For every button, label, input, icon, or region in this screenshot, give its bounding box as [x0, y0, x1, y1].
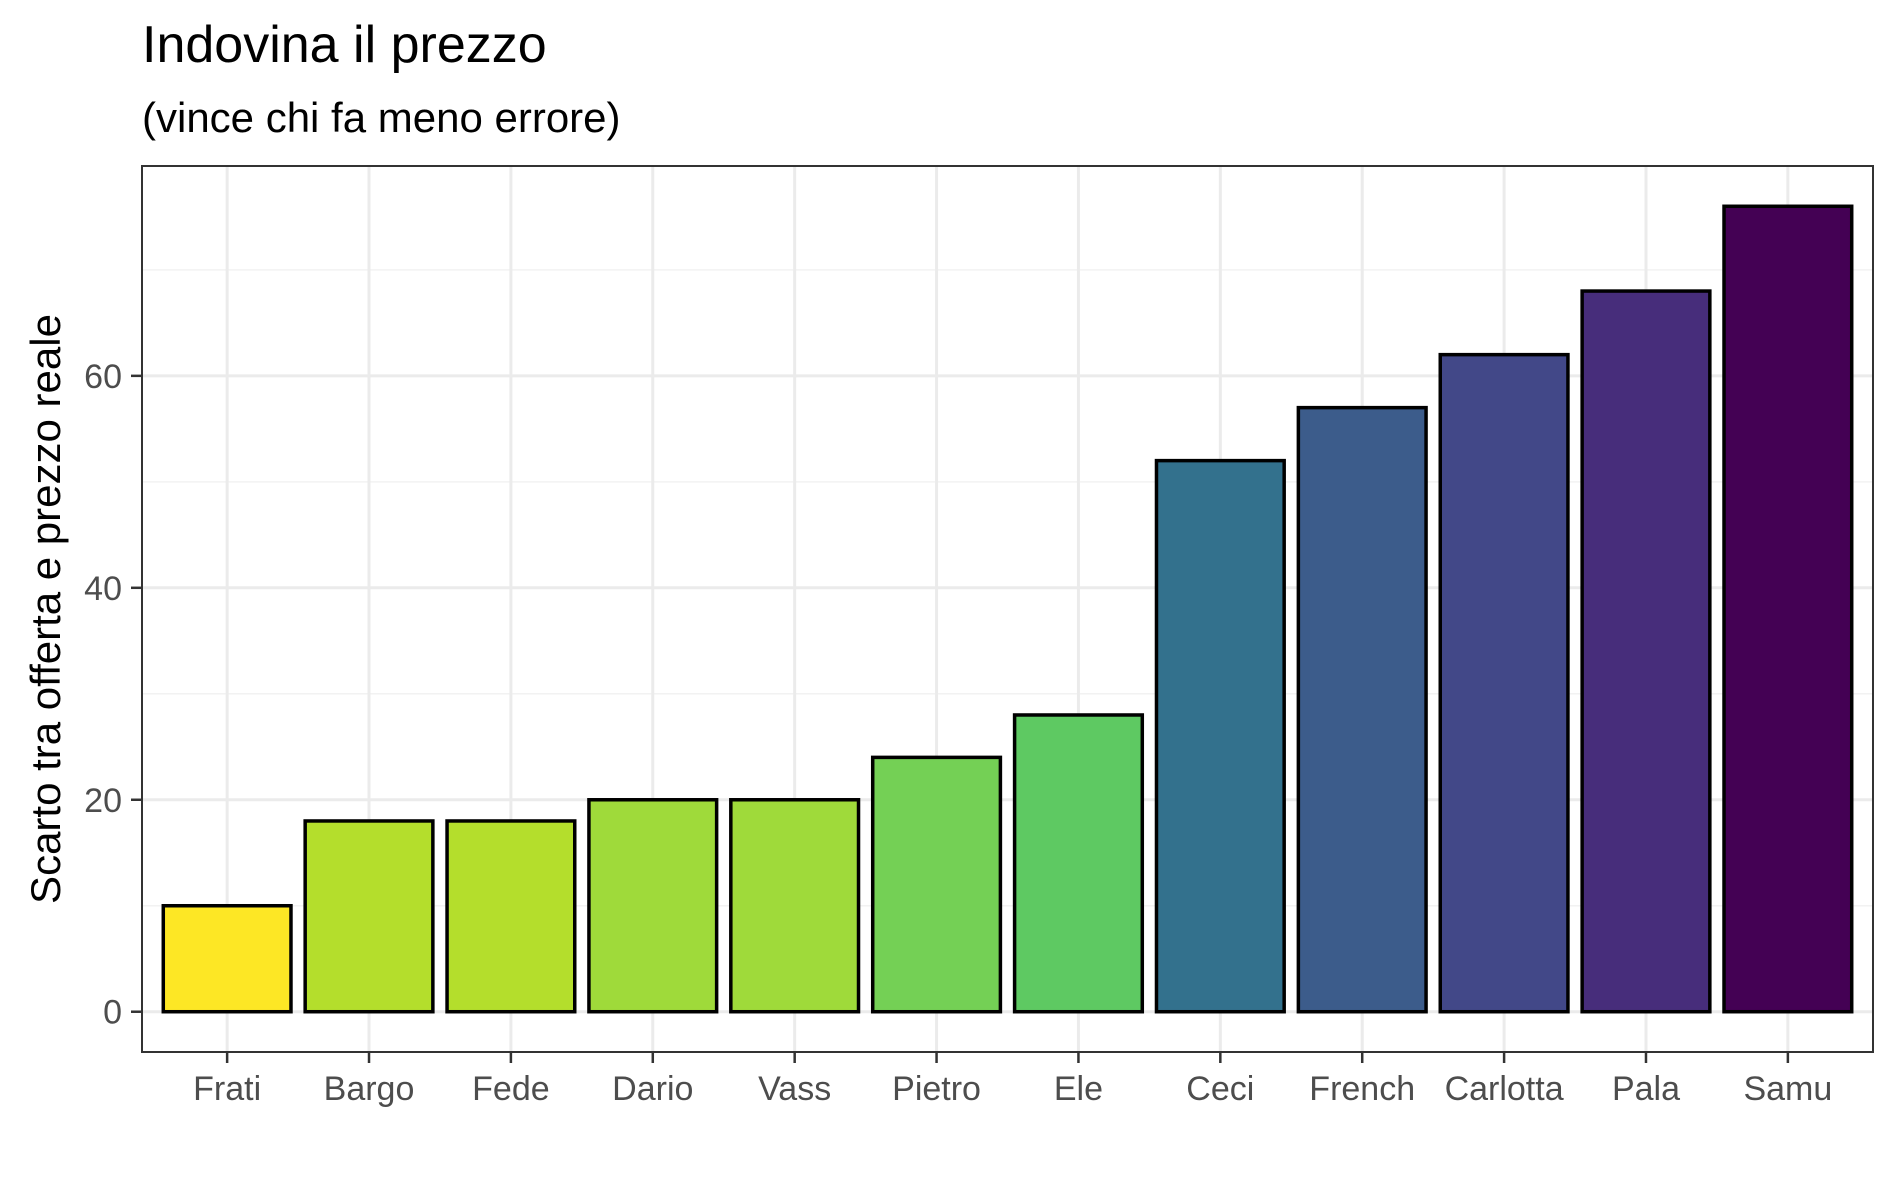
y-tick-label: 20 — [84, 782, 122, 820]
x-tick-label: Dario — [612, 1070, 693, 1108]
plot-panel-border — [141, 165, 1874, 1053]
bar-pala — [1580, 289, 1712, 1014]
x-tick-label: Fede — [472, 1070, 550, 1108]
x-tick-label: Ele — [1054, 1070, 1103, 1108]
x-tick-label: Frati — [193, 1070, 261, 1108]
chart-subtitle: (vince chi fa meno errore) — [142, 94, 621, 141]
y-tick-label: 0 — [103, 994, 122, 1032]
x-tick-label: Samu — [1743, 1070, 1832, 1108]
bar-samu — [1722, 204, 1854, 1014]
x-tick-label: Bargo — [324, 1070, 415, 1108]
x-tick-label: Carlotta — [1445, 1070, 1564, 1108]
x-tick-label: Ceci — [1186, 1070, 1254, 1108]
bar-vass — [729, 798, 861, 1014]
bars — [161, 204, 1854, 1014]
bar-ceci — [1154, 458, 1286, 1014]
x-tick-label: Pietro — [892, 1070, 981, 1108]
axes: 0 20 40 60 Frati Bargo Fede Dario Vass Pietro Ele C… — [84, 358, 1832, 1108]
x-tick-label: Pala — [1612, 1070, 1680, 1108]
bar-fede — [445, 819, 577, 1014]
bar-bargo — [303, 819, 435, 1014]
y-axis-title: Scarto tra offerta e prezzo reale — [22, 314, 69, 904]
bar-dario — [587, 798, 719, 1014]
bar-ele — [1012, 713, 1145, 1014]
chart-title: Indovina il prezzo — [142, 16, 547, 74]
x-tick-label: French — [1309, 1070, 1415, 1108]
bar-frati — [161, 903, 293, 1014]
x-tick-label: Vass — [758, 1070, 831, 1108]
bar-pietro — [870, 755, 1003, 1014]
y-tick-label: 60 — [84, 358, 122, 396]
bar-french — [1296, 405, 1428, 1014]
bar-carlotta — [1438, 352, 1570, 1014]
y-tick-label: 40 — [84, 570, 122, 608]
